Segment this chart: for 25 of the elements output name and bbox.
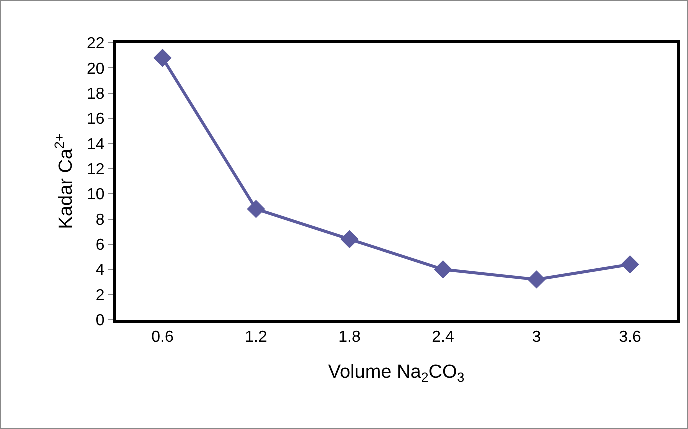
y-tick-label: 2 [96, 287, 105, 304]
point [247, 200, 266, 218]
y-tick-label: 12 [87, 162, 105, 179]
y-tick-label: 18 [87, 86, 105, 103]
x-tick-label: 3 [532, 329, 542, 346]
y-tick-label: 10 [87, 186, 105, 204]
x-tick-label: 1.8 [338, 329, 361, 346]
y-tick-label: 8 [96, 212, 105, 229]
y-tick-label: 4 [96, 262, 105, 280]
x-tick-label: 2.4 [432, 329, 454, 346]
point [528, 270, 546, 289]
y-tick-label: 16 [87, 111, 105, 128]
x-tick-label: 0.6 [152, 329, 174, 346]
y-tick-label: 0 [96, 312, 105, 330]
point [621, 256, 640, 274]
y-tick-label: 22 [87, 36, 105, 53]
x-tick-label: 1.2 [245, 329, 268, 346]
x-axis-title: Volume Na$_{2}$CO$_{3}$ [328, 362, 465, 385]
y-tick-label: 6 [96, 237, 105, 254]
point [154, 49, 172, 68]
y-tick-label: 14 [87, 136, 105, 154]
y-tick-label: 20 [87, 60, 105, 78]
point [434, 260, 452, 279]
x-tick-label: 3.6 [619, 329, 642, 346]
point [340, 230, 359, 249]
